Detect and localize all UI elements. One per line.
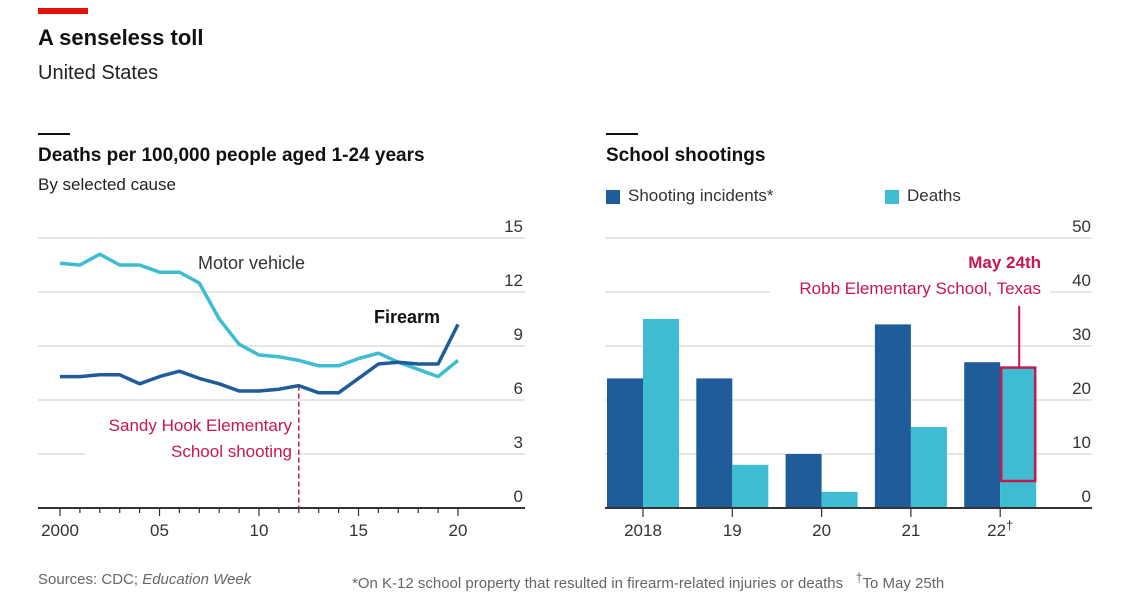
bar-deaths — [821, 491, 858, 508]
bar-deaths — [643, 319, 679, 508]
legend-swatch-deaths — [885, 189, 899, 204]
footnote: *On K-12 school property that resulted i… — [352, 571, 944, 592]
x-tick-label: 21 — [901, 521, 920, 540]
footnote-mark: † — [855, 571, 863, 585]
y-tick-label: 3 — [514, 433, 523, 452]
x-tick-label: 20 — [812, 521, 831, 540]
annotation-bg — [770, 256, 1050, 295]
series-line-firearm — [60, 323, 460, 395]
sources-italic: Education Week — [142, 571, 252, 588]
y-tick-label: 10 — [1072, 433, 1091, 452]
bar-incidents — [696, 378, 733, 508]
y-tick-label: 0 — [514, 487, 523, 506]
x-tick-label: 2018 — [624, 521, 662, 540]
left-chart-title: Deaths per 100,000 people aged 1-24 year… — [38, 145, 425, 166]
bar-deaths — [1000, 367, 1037, 508]
x-tick-label: 2000 — [41, 521, 79, 540]
right-chart-rule — [606, 133, 638, 135]
bar-deaths — [910, 427, 947, 508]
x-tick-label: 19 — [723, 521, 742, 540]
y-tick-label: 12 — [504, 271, 523, 290]
footnote-2: To May 25th — [862, 575, 945, 592]
legend-label: Deaths — [907, 186, 961, 205]
legend-incidents: Shooting incidents* — [606, 186, 774, 206]
y-tick-label: 9 — [514, 325, 523, 344]
bar-incidents — [964, 362, 1001, 508]
annotation-bg — [85, 410, 295, 466]
x-tick-label: 20 — [449, 521, 468, 540]
accent-bar — [38, 8, 88, 14]
y-tick-label: 30 — [1072, 325, 1091, 344]
y-tick-label: 15 — [504, 217, 523, 236]
y-tick-label: 6 — [514, 379, 523, 398]
x-tick-label: 05 — [150, 521, 169, 540]
series-label-firearm: Firearm — [374, 307, 440, 327]
series-line-motor-vehicle — [59, 252, 460, 379]
bar-incidents — [874, 324, 911, 508]
x-tick-label: 10 — [250, 521, 269, 540]
y-tick-label: 40 — [1072, 271, 1091, 290]
page-subtitle: United States — [38, 62, 159, 84]
bar-incidents — [785, 454, 822, 508]
series-label-motor-vehicle: Motor vehicle — [198, 253, 305, 273]
annotation-label: School shooting — [171, 442, 292, 461]
annotation-label: Sandy Hook Elementary — [109, 416, 293, 435]
bar-deaths — [732, 464, 769, 508]
sources: Sources: CDC; Education Week — [38, 571, 251, 588]
y-tick-label: 50 — [1072, 217, 1091, 236]
y-tick-label: 0 — [1082, 487, 1091, 506]
left-chart-rule — [38, 133, 70, 135]
legend-deaths: Deaths — [885, 186, 961, 206]
legend-swatch-incidents — [606, 189, 620, 204]
y-tick-label: 20 — [1072, 379, 1091, 398]
right-chart-title: School shootings — [606, 145, 766, 166]
bar-incidents — [607, 378, 643, 508]
page-title: A senseless toll — [38, 25, 204, 50]
x-tick-label: 22† — [987, 518, 1013, 540]
sources-text: Sources: CDC; — [38, 571, 143, 588]
footnote-1: *On K-12 school property that resulted i… — [352, 575, 844, 592]
left-chart-subtitle: By selected cause — [38, 175, 176, 194]
x-tick-label: 15 — [349, 521, 368, 540]
annotation-label: Robb Elementary School, Texas — [799, 279, 1041, 298]
annotation-title: May 24th — [968, 253, 1041, 272]
legend-label: Shooting incidents* — [628, 186, 774, 205]
